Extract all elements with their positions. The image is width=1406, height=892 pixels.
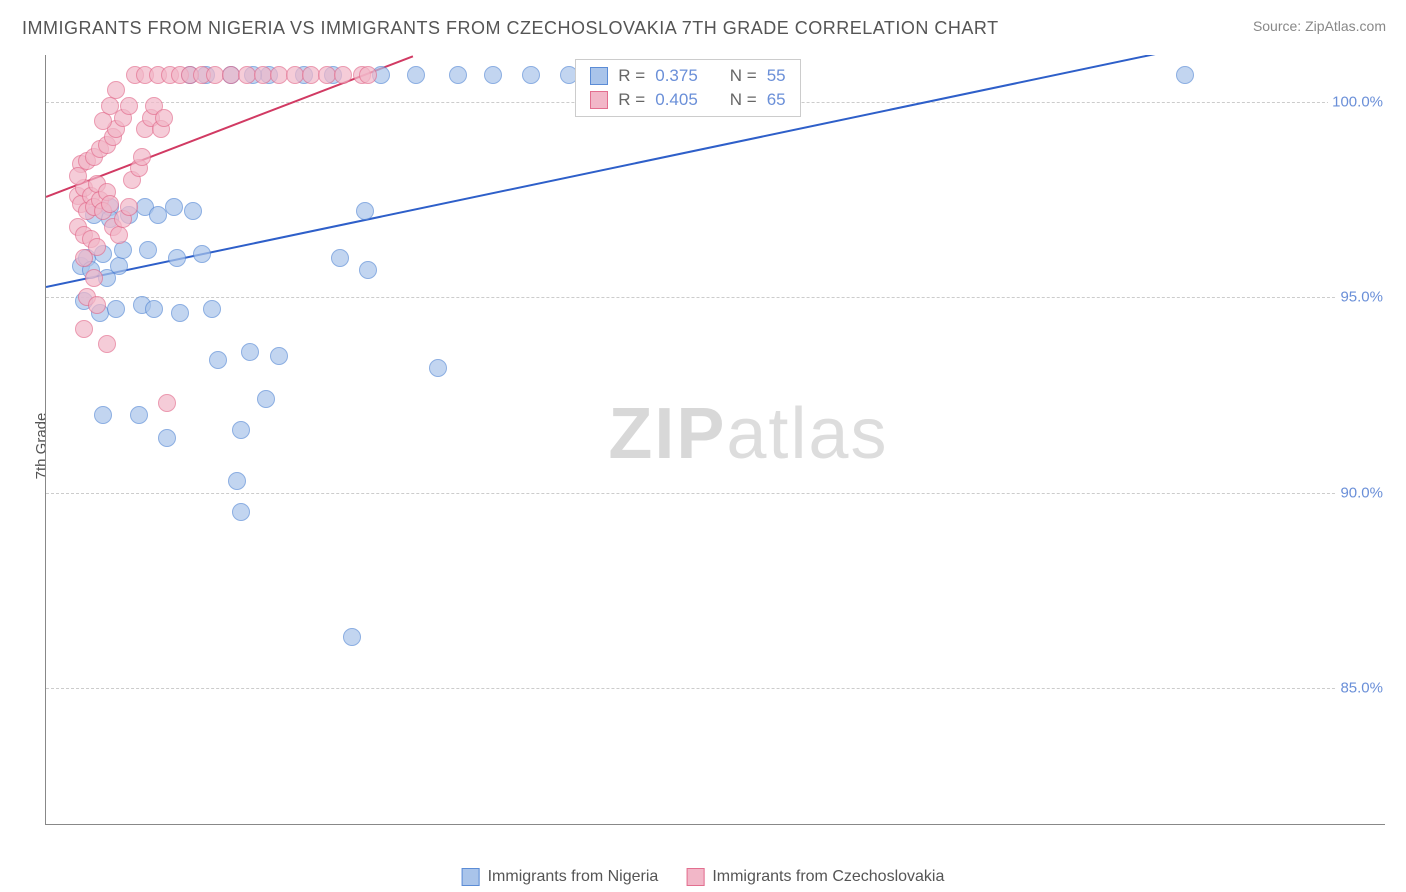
- scatter-point: [133, 148, 151, 166]
- scatter-point: [130, 406, 148, 424]
- scatter-point: [241, 343, 259, 361]
- scatter-point: [88, 296, 106, 314]
- y-tick-label: 100.0%: [1328, 91, 1385, 112]
- legend-n-value: 65: [767, 90, 786, 110]
- scatter-point: [359, 66, 377, 84]
- scatter-point: [449, 66, 467, 84]
- scatter-point: [165, 198, 183, 216]
- legend-n-value: 55: [767, 66, 786, 86]
- y-tick-label: 85.0%: [1336, 678, 1385, 699]
- legend-item: Immigrants from Nigeria: [462, 868, 659, 886]
- watermark-bold: ZIP: [608, 394, 726, 474]
- scatter-point: [110, 226, 128, 244]
- scatter-point: [331, 249, 349, 267]
- scatter-point: [334, 66, 352, 84]
- scatter-point: [232, 421, 250, 439]
- scatter-point: [75, 249, 93, 267]
- scatter-point: [94, 112, 112, 130]
- legend-label: Immigrants from Czechoslovakia: [712, 868, 944, 886]
- source-prefix: Source:: [1253, 18, 1305, 34]
- scatter-point: [257, 390, 275, 408]
- x-tick: [716, 824, 717, 825]
- scatter-point: [209, 351, 227, 369]
- scatter-point: [1176, 66, 1194, 84]
- legend-r-label: R =: [618, 66, 645, 86]
- scatter-point: [158, 429, 176, 447]
- x-tick: [1195, 824, 1196, 825]
- correlation-legend-row: R = 0.375 N = 55: [590, 66, 785, 86]
- watermark-light: atlas: [726, 394, 888, 474]
- x-tick: [876, 824, 877, 825]
- scatter-point: [101, 97, 119, 115]
- scatter-point: [158, 394, 176, 412]
- x-tick: [556, 824, 557, 825]
- scatter-point: [228, 472, 246, 490]
- scatter-point: [343, 628, 361, 646]
- gridline-horizontal: [46, 297, 1385, 298]
- scatter-point: [114, 241, 132, 259]
- x-tick: [397, 824, 398, 825]
- source-attribution: Source: ZipAtlas.com: [1253, 18, 1386, 34]
- x-tick: [237, 824, 238, 825]
- scatter-point: [85, 269, 103, 287]
- y-tick-label: 90.0%: [1336, 482, 1385, 503]
- scatter-point: [107, 300, 125, 318]
- legend-r-value: 0.375: [655, 66, 698, 86]
- x-tick: [1354, 824, 1355, 825]
- scatter-point: [193, 245, 211, 263]
- scatter-point: [155, 109, 173, 127]
- legend-item: Immigrants from Czechoslovakia: [686, 868, 944, 886]
- y-tick-label: 95.0%: [1336, 287, 1385, 308]
- scatter-point: [107, 81, 125, 99]
- scatter-point: [94, 406, 112, 424]
- correlation-legend-row: R = 0.405 N = 65: [590, 90, 785, 110]
- scatter-point: [522, 66, 540, 84]
- legend-n-label: N =: [730, 66, 757, 86]
- scatter-point: [203, 300, 221, 318]
- legend-swatch: [686, 868, 704, 886]
- scatter-point: [359, 261, 377, 279]
- scatter-point: [184, 202, 202, 220]
- legend-r-label: R =: [618, 90, 645, 110]
- gridline-horizontal: [46, 688, 1385, 689]
- legend-swatch: [462, 868, 480, 886]
- scatter-point: [101, 195, 119, 213]
- legend-swatch: [590, 91, 608, 109]
- chart-title: IMMIGRANTS FROM NIGERIA VS IMMIGRANTS FR…: [22, 18, 999, 39]
- legend-n-label: N =: [730, 90, 757, 110]
- plot-area: ZIPatlas 85.0%90.0%95.0%100.0%0.0%40.0%R…: [45, 55, 1385, 825]
- scatter-point: [69, 167, 87, 185]
- scatter-point: [407, 66, 425, 84]
- scatter-point: [139, 241, 157, 259]
- scatter-point: [484, 66, 502, 84]
- legend-label: Immigrants from Nigeria: [488, 868, 659, 886]
- scatter-point: [145, 300, 163, 318]
- legend-r-value: 0.405: [655, 90, 698, 110]
- scatter-point: [120, 97, 138, 115]
- correlation-legend: R = 0.375 N = 55 R = 0.405 N = 65: [575, 59, 800, 117]
- scatter-point: [171, 304, 189, 322]
- gridline-horizontal: [46, 493, 1385, 494]
- scatter-point: [120, 198, 138, 216]
- series-legend: Immigrants from Nigeria Immigrants from C…: [462, 868, 945, 886]
- scatter-point: [356, 202, 374, 220]
- scatter-point: [270, 347, 288, 365]
- scatter-point: [232, 503, 250, 521]
- scatter-point: [98, 335, 116, 353]
- watermark: ZIPatlas: [608, 393, 888, 475]
- x-tick: [1035, 824, 1036, 825]
- scatter-point: [168, 249, 186, 267]
- scatter-point: [75, 320, 93, 338]
- x-tick: [78, 824, 79, 825]
- source-name: ZipAtlas.com: [1305, 18, 1386, 34]
- legend-swatch: [590, 67, 608, 85]
- scatter-point: [110, 257, 128, 275]
- scatter-point: [429, 359, 447, 377]
